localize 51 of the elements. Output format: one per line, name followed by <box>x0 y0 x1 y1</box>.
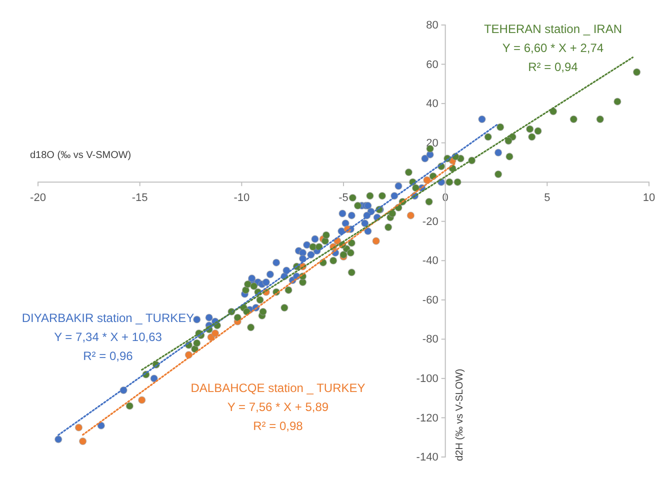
point <box>150 374 158 382</box>
y-tick-label: 40 <box>426 98 438 110</box>
y-tick-label: -120 <box>416 412 438 424</box>
y-tick-label: -40 <box>422 255 438 268</box>
x-tick-label: 5 <box>544 192 550 204</box>
point <box>54 435 62 444</box>
annotation: Y = 7,34 * X + 10,63 <box>54 330 162 344</box>
x-tick-label: -15 <box>132 192 148 204</box>
y-tick-label: -20 <box>422 216 438 228</box>
annotation: Y = 7,56 * X + 5,89 <box>227 400 329 414</box>
point <box>311 235 319 243</box>
series-label: DIYARBAKIR station _ TURKEY <box>22 311 194 325</box>
point <box>372 237 380 245</box>
point <box>272 258 280 266</box>
y-tick-label: -140 <box>416 452 438 464</box>
point <box>361 219 369 228</box>
x-tick-label: 0 <box>442 192 448 204</box>
y-tick-label: 80 <box>426 20 438 32</box>
point <box>394 182 402 190</box>
x-tick-label: -20 <box>30 192 46 204</box>
text: TEHERAN station _ IRAN <box>484 22 622 36</box>
x-axis-title: d18O (‰ vs V-SMOW) <box>30 150 132 162</box>
point <box>205 314 213 322</box>
annotation: R² = 0,94 <box>528 60 578 74</box>
annotation: Y = 6,60 * X + 2,74 <box>502 41 604 55</box>
point <box>138 396 146 404</box>
point <box>302 241 311 249</box>
point <box>78 437 87 446</box>
x-tick-label: -5 <box>338 192 348 204</box>
y-tick-label: -80 <box>422 334 438 346</box>
point <box>406 212 415 220</box>
point <box>364 227 372 236</box>
point <box>338 210 346 218</box>
y-tick-label: 60 <box>426 58 438 71</box>
point <box>494 148 502 157</box>
y-axis-title: d2H (‰ vs V-SLOW) <box>454 368 466 461</box>
point <box>211 329 220 338</box>
y-tick-label: -60 <box>422 294 438 306</box>
annotation: R² = 0,98 <box>253 419 304 433</box>
point <box>342 219 350 228</box>
point <box>262 278 270 286</box>
point <box>74 424 83 432</box>
x-tick-label: -10 <box>234 192 250 204</box>
point <box>421 154 429 162</box>
point <box>478 115 486 124</box>
x-tick-label: 10 <box>642 192 656 204</box>
annotation: R² = 0,96 <box>83 349 134 363</box>
point <box>266 270 274 278</box>
series-label: DALBAHCQE station _ TURKEY <box>190 381 366 395</box>
y-tick-label: -100 <box>416 372 438 385</box>
point <box>348 212 356 220</box>
